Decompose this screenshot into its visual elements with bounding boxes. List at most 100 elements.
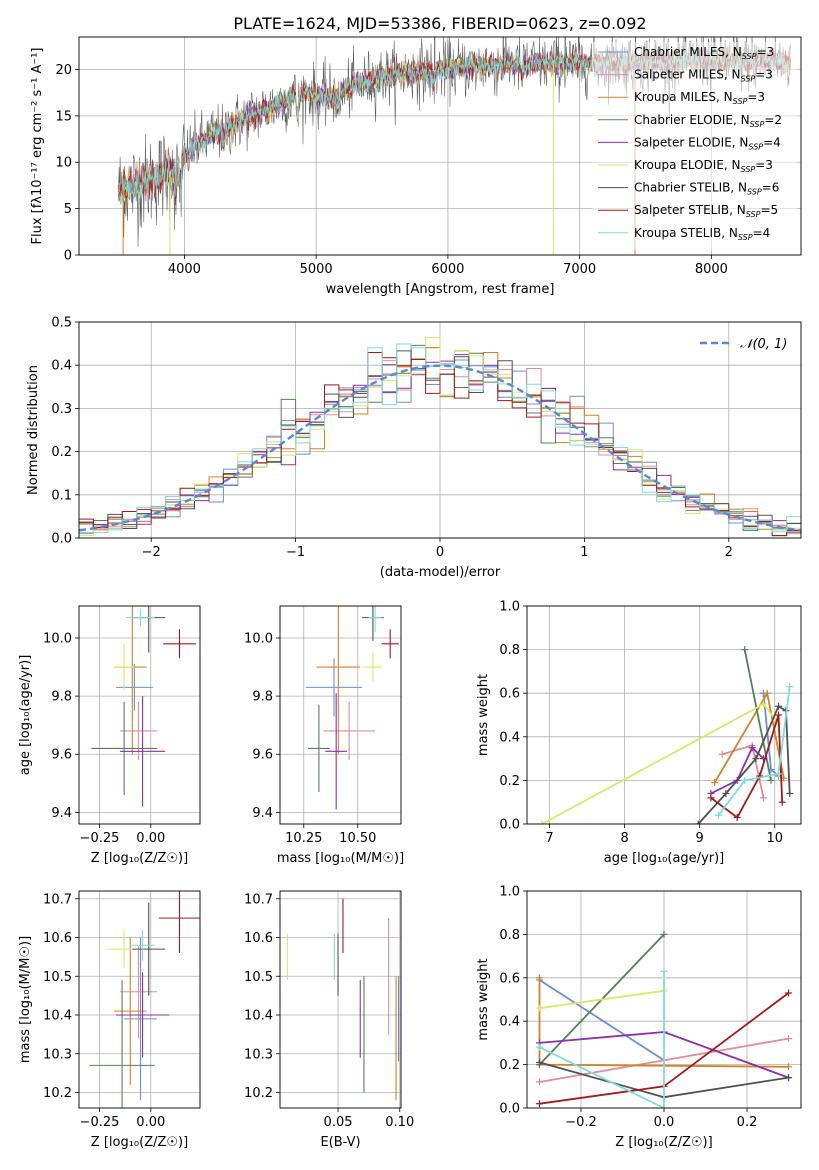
mass_vs_Z-plot-area: [89, 891, 200, 1108]
weight_vs_age-series-3: [743, 649, 772, 781]
weight_vs_Z-marker: [785, 989, 793, 997]
mass_vs_ebv-ytick-label: 10.7: [244, 892, 273, 907]
mass_vs_Z-xtick-label: −0.25: [80, 1115, 120, 1130]
weight_vs_age-marker: [741, 776, 749, 784]
age_vs_Z-plot-area: [91, 606, 196, 807]
age_vs_Z-panel: −0.25 0.00 9.4 9.6 9.8 10.0 Z [log₁₀(Z/Z☉)] age…: [18, 605, 201, 866]
mass_vs_Z-panel: −0.25 0.00 10.2 10.3 10.4 10.5 10.6 10.7 Z [log₁…: [18, 890, 201, 1150]
weight_vs_age-ylabel: mass weight: [476, 674, 491, 756]
weight_vs_age-xtick-label: 8: [620, 831, 628, 846]
weight_vs_Z-xtick-label: −0.2: [565, 1115, 597, 1130]
mass_vs_Z-ytick-label: 10.7: [43, 892, 72, 907]
weight_vs_Z-xtick-label: 0.0: [654, 1115, 675, 1130]
weight_vs_Z-marker: [535, 974, 543, 982]
weight_vs_Z-ytick-label: 0.2: [499, 1058, 520, 1073]
weight_vs_age-plot-area: [538, 646, 794, 824]
residuals-xtick-label: 1: [580, 545, 588, 560]
spectrum-xtick-label: 7000: [563, 262, 596, 277]
weight_vs_Z-frame: [526, 890, 802, 1109]
mass_vs_Z-xlabel: Z [log₁₀(Z/Z☉)]: [91, 1135, 188, 1150]
weight_vs_age-xtick-label: 10: [766, 831, 783, 846]
weight_vs_age-ytick-label: 0.2: [499, 774, 520, 789]
residuals-xtick-label: 0: [436, 545, 444, 560]
weight_vs_Z-marker: [535, 1043, 543, 1051]
age_vs_Z-xtick-label: −0.25: [80, 831, 120, 846]
weight_vs_Z-marker: [785, 1063, 793, 1071]
weight_vs_age-marker: [778, 798, 786, 806]
residuals-frame: [78, 321, 802, 539]
weight_vs_age-ytick-label: 0.8: [499, 643, 520, 658]
weight_vs_Z-marker: [660, 1104, 668, 1108]
weight_vs_age-series-6: [697, 705, 791, 824]
age_vs_mass-frame: [279, 605, 402, 825]
mass_vs_Z-ytick-label: 10.2: [43, 1086, 72, 1101]
weight_vs_age-frame: [526, 605, 802, 825]
age_vs_Z-errorbar-5: [113, 643, 135, 691]
mass_vs_Z-errorbar-4: [115, 972, 170, 1058]
mass_vs_ebv-ytick-label: 10.5: [244, 970, 273, 985]
weight_vs_age-xtick-label: 9: [696, 831, 704, 846]
mass_vs_Z-ytick-label: 10.4: [43, 1009, 72, 1024]
weight_vs_Z-series-0: [539, 979, 665, 1062]
mass_vs_Z-ytick-label: 10.6: [43, 931, 72, 946]
mass_vs_Z-frame: [78, 890, 201, 1109]
age_vs_mass-xtick-label: 10.50: [339, 831, 376, 846]
age_vs_Z-errorbar-8: [126, 608, 155, 627]
residuals-ytick-label: 0.3: [51, 402, 72, 417]
age_vs_Z-grid: [79, 606, 200, 824]
weight_vs_age-series-8: [717, 686, 791, 816]
residuals-xtick-label: −2: [142, 545, 161, 560]
weight_vs_Z-xlabel: Z [log₁₀(Z/Z☉)]: [615, 1135, 712, 1150]
weight_vs_Z-marker: [535, 1058, 543, 1066]
spectrum-ytick-label: 15: [55, 109, 72, 124]
legend-entry-8: Kroupa STELIB, NSSP=4: [634, 226, 770, 242]
weight_vs_age-ytick-label: 0.0: [499, 818, 520, 833]
weight_vs_Z-marker: [785, 1074, 793, 1082]
spectrum-ytick-label: 0: [64, 249, 72, 264]
mass_vs_Z-ytick-label: 10.5: [43, 970, 72, 985]
mass_vs_ebv-xtick-label: 0.10: [385, 1115, 414, 1130]
weight_vs_age-marker: [718, 750, 726, 758]
weight_vs_Z-marker: [785, 1035, 793, 1043]
spectrum-frame: [78, 36, 802, 256]
residuals-ytick-label: 0.1: [51, 488, 72, 503]
weight_vs_Z-plot-area: [535, 930, 793, 1108]
mass_vs_ebv-ytick-label: 10.6: [244, 931, 273, 946]
age_vs_mass-plot-area: [305, 606, 399, 810]
weight_vs_age-xtick-label: 7: [545, 831, 553, 846]
legend-entry-6: Chabrier STELIB, NSSP=6: [634, 181, 779, 197]
legend-entry-0: Chabrier MILES, NSSP=3: [634, 45, 774, 61]
weight_vs_Z-ytick-label: 0.6: [499, 971, 520, 986]
age_vs_Z-xtick-label: 0.00: [136, 831, 165, 846]
age_vs_mass-xlabel: mass [log₁₀(M/M☉)]: [277, 851, 404, 866]
weight_vs_Z-marker: [535, 1078, 543, 1086]
spectrum-xtick-label: 6000: [431, 262, 464, 277]
age_vs_Z-ytick-label: 10.0: [43, 631, 72, 646]
residuals-ytick-label: 0.2: [51, 445, 72, 460]
spectrum-xtick-label: 4000: [168, 262, 201, 277]
weight_vs_Z-ytick-label: 0.4: [499, 1015, 520, 1030]
mass_vs_Z-ytick-label: 10.3: [43, 1047, 72, 1062]
residuals-xtick-label: 2: [725, 545, 733, 560]
mass_vs_ebv-plot-area: [286, 898, 400, 1101]
age_vs_Z-ylabel: age [log₁₀(age/yr)]: [18, 655, 33, 776]
weight_vs_Z-marker: [660, 967, 668, 975]
spectrum-ytick-label: 10: [55, 156, 72, 171]
legend-entry-3: Chabrier ELODIE, NSSP=2: [634, 113, 782, 129]
weight_vs_age-marker: [786, 789, 794, 797]
spectrum-panel: 4000 5000 6000 7000 8000 0 5 10 15 20 wavelength […: [30, 36, 802, 297]
weight_vs_age-marker: [752, 755, 760, 763]
weight_vs_age-marker: [741, 646, 749, 654]
age_vs_mass-errorbar-8: [368, 606, 382, 633]
spectrum-ytick-label: 20: [55, 63, 72, 78]
residuals-xlabel: (data-model)/error: [380, 565, 501, 580]
mass_vs_Z-ylabel: mass [log₁₀(M/M☉)]: [18, 936, 33, 1063]
weight_vs_Z-xtick-label: 0.2: [737, 1115, 758, 1130]
residuals-ytick-label: 0.0: [51, 532, 72, 547]
weight_vs_age-marker: [786, 683, 794, 691]
weight_vs_age-marker: [748, 744, 756, 752]
residuals-ylabel: Normed distribution: [26, 365, 41, 495]
mass_vs_ebv-ytick-label: 10.4: [244, 1009, 273, 1024]
mass_vs_ebv-panel: 0.05 0.10 10.2 10.3 10.4 10.5 10.6 10.7 E(B-V): [244, 890, 414, 1150]
weight_vs_Z-series-8: [539, 971, 665, 1108]
